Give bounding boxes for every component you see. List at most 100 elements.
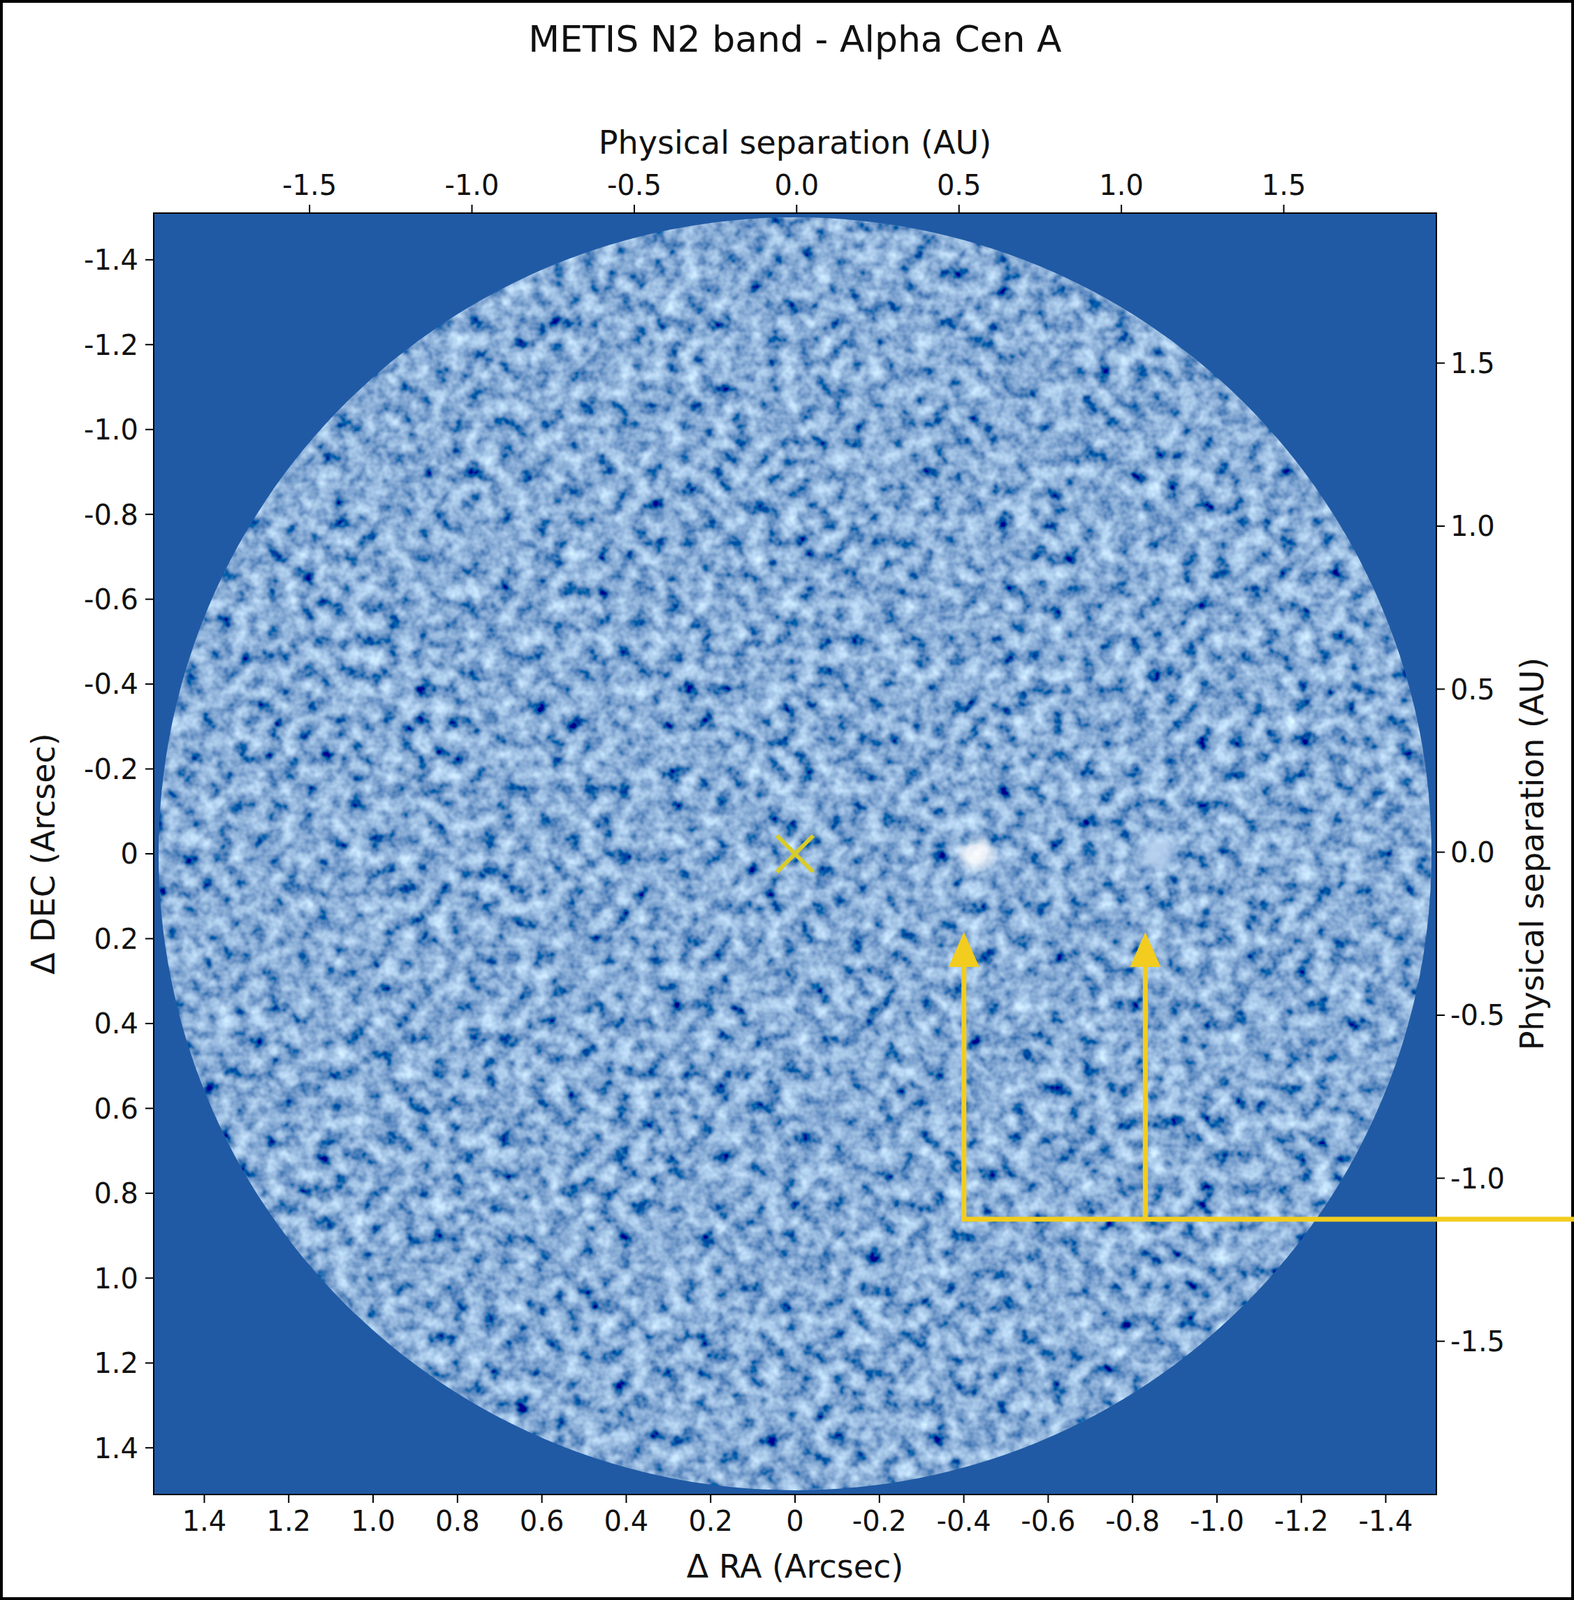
x-tick-label: -0.4: [936, 1504, 992, 1537]
annotation-arrows: [948, 931, 1574, 1220]
y2-axis-title: Physical separation (AU): [1513, 657, 1551, 1051]
y-tick: [145, 343, 154, 346]
x-tick: [1216, 1494, 1218, 1503]
y-tick-label: -1.0: [83, 413, 139, 446]
y-tick-label: -1.2: [83, 329, 139, 362]
y-tick-label: 0: [120, 837, 139, 870]
y-tick-label: 0.8: [93, 1177, 139, 1210]
x2-tick-label: -1.5: [282, 169, 337, 202]
y-tick: [145, 1362, 154, 1364]
y-tick-label: 0.6: [93, 1092, 139, 1125]
arrow-head: [948, 931, 980, 967]
x2-tick: [1283, 204, 1285, 214]
y-tick: [145, 259, 154, 261]
y-tick: [145, 1446, 154, 1449]
y-tick-label: 0.2: [93, 922, 139, 956]
y-tick: [145, 768, 154, 770]
x-tick: [1385, 1494, 1387, 1503]
x-tick: [203, 1494, 205, 1503]
field-of-view: [153, 213, 1437, 1495]
x2-tick: [958, 204, 960, 214]
plot-background: [153, 213, 1437, 1495]
x2-tick-label: 0.0: [774, 169, 820, 202]
x-tick: [1131, 1494, 1134, 1503]
x-tick-label: -0.8: [1105, 1504, 1160, 1537]
x2-tick: [308, 204, 311, 214]
y2-tick-label: -1.0: [1450, 1162, 1505, 1195]
x2-tick: [633, 204, 636, 214]
chart-title: METIS N2 band - Alpha Cen A: [528, 18, 1062, 61]
x-tick-label: 0.6: [519, 1504, 565, 1537]
x-tick: [794, 1494, 796, 1503]
y-tick: [145, 1022, 154, 1025]
y2-tick-label: 1.0: [1450, 509, 1496, 543]
y2-tick: [1436, 851, 1445, 854]
x2-tick-label: -1.0: [444, 169, 499, 202]
x-tick: [963, 1494, 965, 1503]
x-tick: [709, 1494, 712, 1503]
x-tick-label: -1.2: [1274, 1504, 1329, 1537]
y-tick: [145, 1277, 154, 1279]
planet-source: [954, 834, 1000, 874]
y-tick-label: -1.4: [83, 243, 139, 276]
x-tick-label: 0.4: [604, 1504, 650, 1537]
y-tick: [145, 428, 154, 431]
star-marker: [776, 835, 814, 872]
x-tick: [878, 1494, 881, 1503]
x-tick: [541, 1494, 543, 1503]
noise-field: [153, 213, 1437, 1495]
arrow-connector: [961, 1217, 1574, 1222]
y-tick: [145, 937, 154, 939]
x-tick: [1300, 1494, 1303, 1503]
x-axis-title: Δ RA (Arcsec): [686, 1547, 904, 1586]
x-tick: [372, 1494, 374, 1503]
y2-tick: [1436, 1014, 1445, 1016]
y-tick-label: -0.4: [83, 667, 139, 701]
arrow-head: [1129, 931, 1161, 967]
y-tick: [145, 1192, 154, 1194]
y2-tick-label: 1.5: [1450, 347, 1496, 380]
y-tick-label: -0.2: [83, 753, 139, 786]
y-tick: [145, 683, 154, 685]
y2-tick: [1436, 688, 1445, 690]
x-tick-label: 1.2: [266, 1504, 311, 1537]
x2-axis-title: Physical separation (AU): [598, 123, 992, 162]
x-tick-label: -0.2: [852, 1504, 907, 1537]
y2-tick-label: -0.5: [1450, 999, 1505, 1032]
x-tick: [287, 1494, 290, 1503]
x-tick-label: 0: [785, 1504, 804, 1537]
y2-tick-label: 0.0: [1450, 836, 1496, 869]
arrow-shaft: [961, 962, 967, 1220]
figure-border: [1, 1, 1573, 1599]
y-tick-label: 1.0: [93, 1262, 139, 1295]
x-tick-label: 1.0: [350, 1504, 396, 1537]
y2-tick: [1436, 525, 1445, 527]
x-tick: [1047, 1494, 1049, 1503]
x2-tick: [1120, 204, 1122, 214]
x2-tick: [471, 204, 473, 214]
x2-tick-label: 0.5: [936, 169, 982, 202]
x-tick: [625, 1494, 627, 1503]
y2-tick: [1436, 362, 1445, 364]
y-tick: [145, 598, 154, 601]
x2-tick-label: 1.5: [1261, 169, 1307, 202]
planet-source: [1135, 834, 1180, 874]
y2-tick-label: 0.5: [1450, 673, 1496, 706]
y-tick: [145, 1107, 154, 1109]
y-axis-title: Δ DEC (Arcsec): [24, 732, 63, 974]
y-tick-label: 1.2: [93, 1346, 139, 1380]
x-tick-label: -1.0: [1189, 1504, 1245, 1537]
y-tick: [145, 853, 154, 855]
x-tick-label: 1.4: [182, 1504, 228, 1537]
x-tick-label: -1.4: [1358, 1504, 1414, 1537]
x2-tick-label: -0.5: [607, 169, 662, 202]
y-tick: [145, 513, 154, 515]
x-tick: [456, 1494, 459, 1503]
figure: 1.4 1.2 1.0 0.8 0.6 0.4 0.2 0 -0.2 -0.4 -0.6 -0.8 -1…: [0, 0, 1574, 1600]
x-tick-label: 0.2: [688, 1504, 733, 1537]
plot-area: [153, 213, 1437, 1495]
x-tick-label: -0.6: [1020, 1504, 1076, 1537]
y-tick-label: 0.4: [93, 1007, 139, 1040]
y2-tick: [1436, 1177, 1445, 1179]
y2-tick: [1436, 1340, 1445, 1343]
